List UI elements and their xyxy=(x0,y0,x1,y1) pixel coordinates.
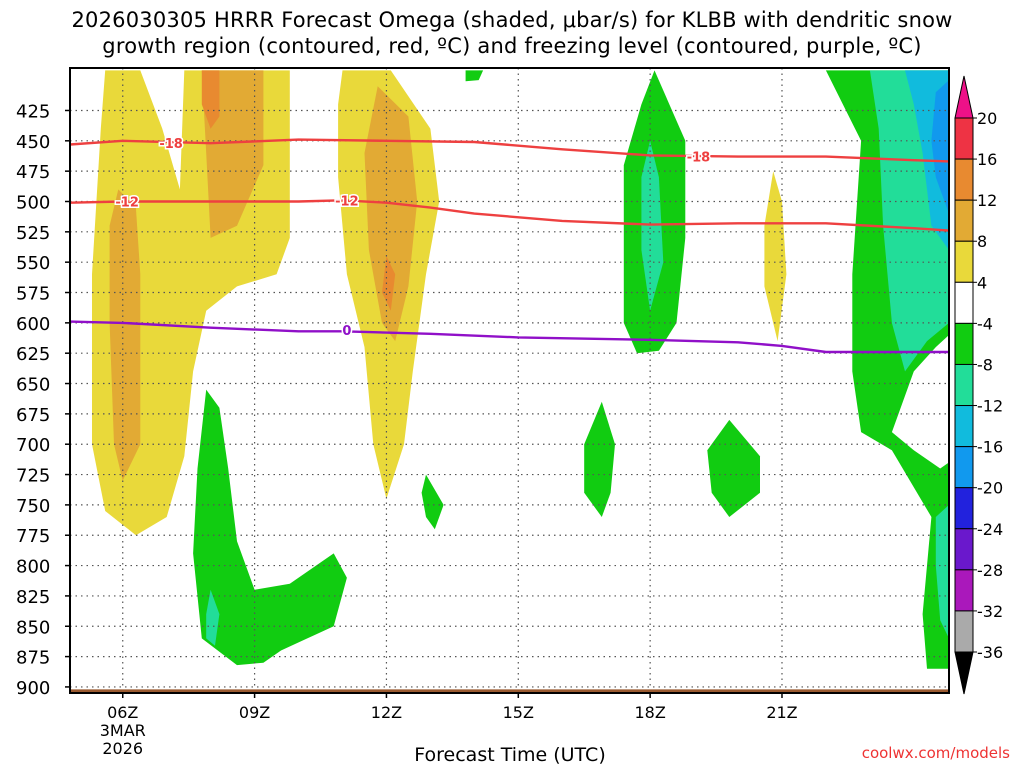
omega-region-rising-5 xyxy=(364,86,418,342)
y-tick-label-525: 525 xyxy=(16,223,50,244)
y-tick-label-825: 825 xyxy=(16,587,50,608)
omega-region-sinking-8 xyxy=(465,70,484,82)
omega-region-rising-1 xyxy=(109,189,141,481)
colorbar-bin-16-to-20 xyxy=(954,117,974,160)
x-tick-label-18Z: 18Z xyxy=(634,703,665,722)
y-tick-label-650: 650 xyxy=(16,375,50,396)
contour-label-dgz-minus-12-1: -12 xyxy=(335,194,359,209)
colorbar-label-11: -28 xyxy=(977,561,1003,580)
colorbar-label-6: -8 xyxy=(977,355,993,374)
colorbar-bottom-arrow xyxy=(954,651,974,695)
colorbar-label-13: -36 xyxy=(977,643,1003,662)
omega-region-sinking-17 xyxy=(206,589,220,646)
x-tick-label-15Z: 15Z xyxy=(503,703,534,722)
axes-layer: 425 450 475 500 525 550 575 600 625 650 675 700 725 7… xyxy=(16,67,950,758)
y-tick-label-675: 675 xyxy=(16,405,50,426)
y-tick-label-875: 875 xyxy=(16,648,50,669)
contour-dgz-minus-12 xyxy=(70,199,949,232)
colorbar-bin--28-to--24 xyxy=(954,528,974,571)
colorbar-label-0: 20 xyxy=(977,109,997,128)
grid-layer xyxy=(70,68,949,693)
colorbar-label-1: 16 xyxy=(977,150,997,169)
contour-label-dgz-minus-18-1: -18 xyxy=(687,151,711,166)
colorbar-label-7: -12 xyxy=(977,397,1003,416)
colorbar-label-5: -4 xyxy=(977,314,993,333)
colorbar-bin-8-to-12 xyxy=(954,199,974,242)
colorbar-top-arrow xyxy=(954,75,974,119)
omega-shading-layer xyxy=(70,68,949,693)
terrain-strip xyxy=(70,689,949,694)
colorbar-bin--4-to-4 xyxy=(954,281,974,324)
y-tick-label-425: 425 xyxy=(16,101,50,122)
colorbar-bin-4-to-8 xyxy=(954,240,974,283)
y-tick-label-475: 475 xyxy=(16,162,50,183)
colorbar-bin--20-to--16 xyxy=(954,446,974,489)
omega-region-sinking-19 xyxy=(584,401,615,517)
x-axis-label: Forecast Time (UTC) xyxy=(414,744,606,766)
y-tick-label-900: 900 xyxy=(16,678,50,699)
omega-region-sinking-14 xyxy=(931,80,949,214)
contour-dgz-minus-18 xyxy=(70,138,949,163)
omega-region-rising-7 xyxy=(764,171,787,342)
y-tick-label-450: 450 xyxy=(16,132,50,153)
colorbar: 20 16 12 8 4 -4 -8 -12 -16 -20 -24 -28 -32 -36 xyxy=(954,75,1003,695)
omega-region-sinking-18 xyxy=(421,474,444,530)
y-tick-label-600: 600 xyxy=(16,314,50,335)
y-tick-label-550: 550 xyxy=(16,253,50,274)
colorbar-label-8: -16 xyxy=(977,438,1003,457)
contour-freezing-level xyxy=(70,320,949,354)
contour-label-dgz-minus-12-0: -12 xyxy=(115,195,139,210)
colorbar-bin--8-to--4 xyxy=(954,322,974,365)
y-tick-label-575: 575 xyxy=(16,284,50,305)
x-tick-label-09Z: 09Z xyxy=(239,703,270,722)
contour-layer: -18 -18 -12 -12 0 xyxy=(70,136,949,354)
contour-label-dgz-minus-18-0: -18 xyxy=(159,137,183,152)
plot-frame xyxy=(69,67,950,694)
y-tick-label-750: 750 xyxy=(16,496,50,517)
y-tick-label-775: 775 xyxy=(16,526,50,547)
y-tick-label-625: 625 xyxy=(16,344,50,365)
x-tick-label-06Z: 06Z xyxy=(107,703,138,722)
colorbar-label-2: 12 xyxy=(977,191,997,210)
x-tick-label-21Z: 21Z xyxy=(766,703,797,722)
y-tick-label-500: 500 xyxy=(16,192,50,213)
contour-label-freezing-level-0: 0 xyxy=(342,324,351,339)
y-tick-label-850: 850 xyxy=(16,617,50,638)
omega-region-sinking-16 xyxy=(193,389,347,666)
chart-title-line-1: 2026030305 HRRR Forecast Omega (shaded, … xyxy=(71,8,953,32)
colorbar-label-10: -24 xyxy=(977,520,1003,539)
colorbar-label-9: -20 xyxy=(977,479,1003,498)
colorbar-bin--16-to--12 xyxy=(954,405,974,448)
colorbar-bin-12-to-16 xyxy=(954,158,974,201)
x-tick-sublabel-0: 3MAR xyxy=(100,721,146,740)
colorbar-label-12: -32 xyxy=(977,602,1003,621)
y-tick-label-700: 700 xyxy=(16,435,50,456)
colorbar-label-4: 4 xyxy=(977,273,987,292)
omega-region-rising-6 xyxy=(382,256,396,311)
credit-link[interactable]: coolwx.com/models xyxy=(861,744,1010,762)
colorbar-bin--32-to--28 xyxy=(954,569,974,612)
terrain-layer xyxy=(70,689,949,694)
chart-title-line-2: growth region (contoured, red, ºC) and f… xyxy=(102,34,922,58)
y-tick-label-725: 725 xyxy=(16,466,50,487)
omega-region-sinking-15 xyxy=(935,504,949,639)
colorbar-bin--12-to--8 xyxy=(954,363,974,407)
colorbar-bin--36-to--32 xyxy=(954,610,974,653)
y-tick-label-800: 800 xyxy=(16,557,50,578)
omega-region-rising-3 xyxy=(201,70,220,129)
x-tick-label-12Z: 12Z xyxy=(371,703,402,722)
x-tick-sublabel-1: 2026 xyxy=(102,739,143,758)
colorbar-bin--24-to--20 xyxy=(954,487,974,530)
colorbar-label-3: 8 xyxy=(977,232,987,251)
